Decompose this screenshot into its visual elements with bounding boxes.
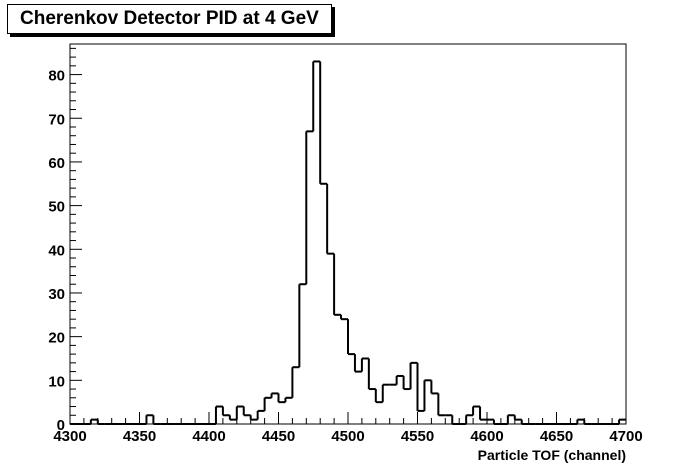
y-tick-label: 20 bbox=[48, 330, 65, 347]
x-tick-label: 4700 bbox=[609, 428, 642, 445]
x-tick-label: 4400 bbox=[192, 428, 225, 445]
x-tick-label: 4650 bbox=[540, 428, 573, 445]
y-tick-label: 50 bbox=[48, 199, 65, 216]
y-tick-label: 40 bbox=[48, 242, 65, 259]
plot-frame-layer bbox=[69, 43, 627, 425]
x-tick-label: 4450 bbox=[262, 428, 295, 445]
y-tick-label: 80 bbox=[48, 68, 65, 85]
x-tick-label: 4500 bbox=[331, 428, 364, 445]
x-tick-label: 4600 bbox=[470, 428, 503, 445]
histogram-layer bbox=[70, 60, 626, 425]
y-tick-label: 60 bbox=[48, 155, 65, 172]
x-axis-title: Particle TOF (channel) bbox=[478, 447, 626, 463]
y-tick-label: 10 bbox=[48, 373, 65, 390]
y-tick-label: 70 bbox=[48, 111, 65, 128]
plot-frame bbox=[69, 43, 627, 425]
x-axis-ticks: 4300 4350 4400 4450 4500 4550 4600 4650 4700 bbox=[53, 412, 643, 445]
x-tick-label: 4350 bbox=[123, 428, 156, 445]
x-tick-label: 4300 bbox=[53, 428, 86, 445]
chart-title-box: Cherenkov Detector PID at 4 GeV bbox=[7, 4, 332, 34]
chart-title: Cherenkov Detector PID at 4 GeV bbox=[20, 8, 319, 29]
y-tick-label: 0 bbox=[57, 417, 65, 434]
y-axis-ticks: 0 10 20 30 40 50 60 70 80 bbox=[48, 47, 82, 434]
y-tick-label: 30 bbox=[48, 286, 65, 303]
x-tick-label: 4550 bbox=[401, 428, 434, 445]
